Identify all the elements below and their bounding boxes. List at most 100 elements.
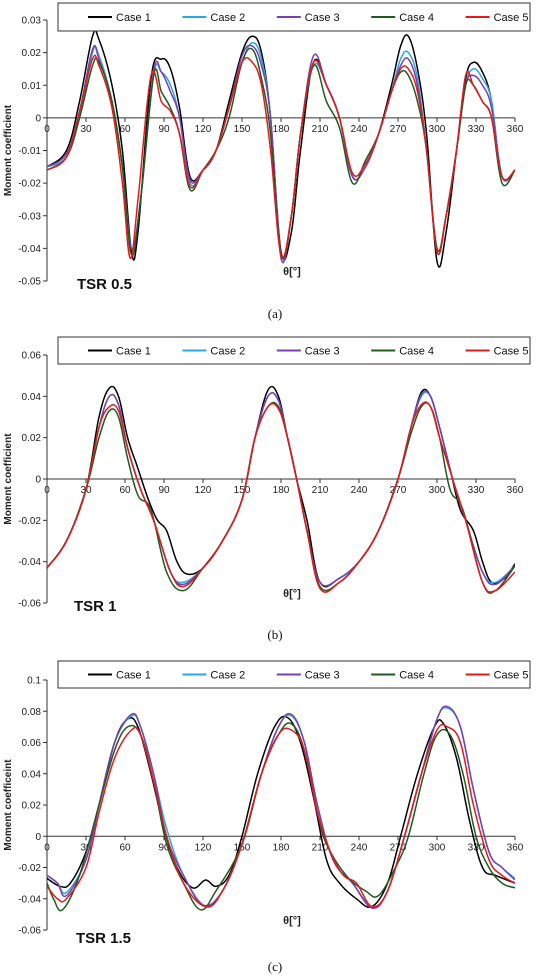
y-tick-label: -0.04 xyxy=(18,894,41,905)
panel-caption: (b) xyxy=(267,627,282,642)
legend-label-case-5: Case 5 xyxy=(494,346,529,358)
x-tick-label: 120 xyxy=(195,485,212,496)
x-axis-label: θ[°] xyxy=(283,915,301,927)
x-tick-label: 90 xyxy=(158,485,170,496)
y-tick-label: -0.01 xyxy=(18,146,41,157)
legend-label-case-2: Case 2 xyxy=(210,670,245,682)
x-tick-label: 270 xyxy=(390,485,407,496)
x-tick-label: 120 xyxy=(195,124,212,135)
x-axis-label: θ[°] xyxy=(283,588,301,600)
y-tick-label: 0.02 xyxy=(22,433,42,444)
legend-label-case-2: Case 2 xyxy=(210,12,245,24)
x-tick-label: 180 xyxy=(273,485,290,496)
y-tick-label: -0.05 xyxy=(18,277,41,288)
x-tick-label: 240 xyxy=(351,124,368,135)
x-tick-label: 90 xyxy=(158,124,170,135)
x-tick-label: 150 xyxy=(234,842,251,853)
series-line-case-5 xyxy=(47,401,515,593)
y-tick-label: -0.02 xyxy=(18,179,41,190)
y-tick-label: -0.04 xyxy=(18,557,41,568)
legend-label-case-1: Case 1 xyxy=(116,670,151,682)
y-tick-label: -0.02 xyxy=(18,516,41,527)
x-tick-label: 30 xyxy=(80,842,92,853)
x-tick-label: 360 xyxy=(507,842,524,853)
x-tick-label: 0 xyxy=(44,124,50,135)
x-tick-label: 90 xyxy=(158,842,170,853)
series-line-case-4 xyxy=(47,722,515,912)
panel-caption: (c) xyxy=(268,959,282,974)
x-tick-label: 180 xyxy=(273,842,290,853)
y-axis-label: Moment coefficeint xyxy=(3,759,14,851)
tsr-annotation: TSR 0.5 xyxy=(77,276,132,293)
x-tick-label: 300 xyxy=(429,842,446,853)
x-axis-label: θ[°] xyxy=(283,266,301,278)
y-tick-label: 0.01 xyxy=(22,81,42,92)
y-tick-label: -0.06 xyxy=(18,599,41,610)
x-tick-label: 300 xyxy=(429,485,446,496)
legend-label-case-4: Case 4 xyxy=(399,670,434,682)
tsr-annotation: TSR 1 xyxy=(74,598,117,615)
y-tick-label: 0.02 xyxy=(22,48,42,59)
series-line-case-3 xyxy=(47,705,515,910)
legend-label-case-3: Case 3 xyxy=(305,670,340,682)
x-tick-label: 210 xyxy=(312,124,329,135)
y-tick-label: -0.02 xyxy=(18,863,41,874)
y-tick-label: 0.03 xyxy=(22,16,42,27)
panel-caption: (a) xyxy=(268,306,282,321)
legend-label-case-2: Case 2 xyxy=(210,346,245,358)
x-tick-label: 150 xyxy=(234,124,251,135)
y-axis-label: Moment coefficient xyxy=(3,104,14,196)
series-line-case-5 xyxy=(47,54,515,259)
y-tick-label: 0.08 xyxy=(22,707,42,718)
legend-label-case-5: Case 5 xyxy=(494,12,529,24)
x-tick-label: 0 xyxy=(44,485,50,496)
x-tick-label: 210 xyxy=(312,485,329,496)
y-tick-label: 0.06 xyxy=(22,738,42,749)
y-tick-label: -0.04 xyxy=(18,244,41,255)
series-line-case-5 xyxy=(47,723,515,908)
y-tick-label: 0 xyxy=(35,113,41,124)
legend: Case 1 Case 2 Case 3 Case 4 Case 5 xyxy=(57,336,531,365)
x-tick-label: 330 xyxy=(468,124,485,135)
x-tick-label: 300 xyxy=(429,124,446,135)
legend-label-case-3: Case 3 xyxy=(305,346,340,358)
x-tick-label: 0 xyxy=(44,842,50,853)
y-tick-label: 0 xyxy=(35,475,41,486)
legend-label-case-1: Case 1 xyxy=(116,12,151,24)
x-tick-label: 360 xyxy=(507,485,524,496)
legend-label-case-4: Case 4 xyxy=(399,12,434,24)
x-tick-label: 120 xyxy=(195,842,212,853)
x-tick-label: 240 xyxy=(351,485,368,496)
y-tick-label: 0.04 xyxy=(22,392,42,403)
y-tick-label: 0.02 xyxy=(22,801,42,812)
x-tick-label: 210 xyxy=(312,842,329,853)
y-tick-label: 0.06 xyxy=(22,351,42,362)
legend: Case 1 Case 2 Case 3 Case 4 Case 5 xyxy=(57,660,531,689)
y-tick-label: -0.03 xyxy=(18,211,41,222)
tsr-annotation: TSR 1.5 xyxy=(76,930,131,947)
x-tick-label: 60 xyxy=(119,124,131,135)
legend-label-case-3: Case 3 xyxy=(305,12,340,24)
series-line-case-4 xyxy=(47,401,515,594)
x-tick-label: 270 xyxy=(390,124,407,135)
x-tick-label: 150 xyxy=(234,485,251,496)
legend: Case 1 Case 2 Case 3 Case 4 Case 5 xyxy=(57,2,531,32)
legend-label-case-4: Case 4 xyxy=(399,346,434,358)
series-line-case-1 xyxy=(47,29,515,268)
x-tick-label: 30 xyxy=(80,124,92,135)
legend-box xyxy=(57,336,531,365)
x-tick-label: 360 xyxy=(507,124,524,135)
legend-label-case-1: Case 1 xyxy=(116,346,151,358)
legend-label-case-5: Case 5 xyxy=(494,670,529,682)
x-tick-label: 330 xyxy=(468,485,485,496)
x-tick-label: 60 xyxy=(119,842,131,853)
x-tick-label: 180 xyxy=(273,124,290,135)
y-tick-label: 0.1 xyxy=(27,676,41,687)
series-line-case-3 xyxy=(47,44,515,264)
y-tick-label: 0 xyxy=(35,832,41,843)
y-tick-label: 0.04 xyxy=(22,769,42,780)
x-tick-label: 60 xyxy=(119,485,131,496)
